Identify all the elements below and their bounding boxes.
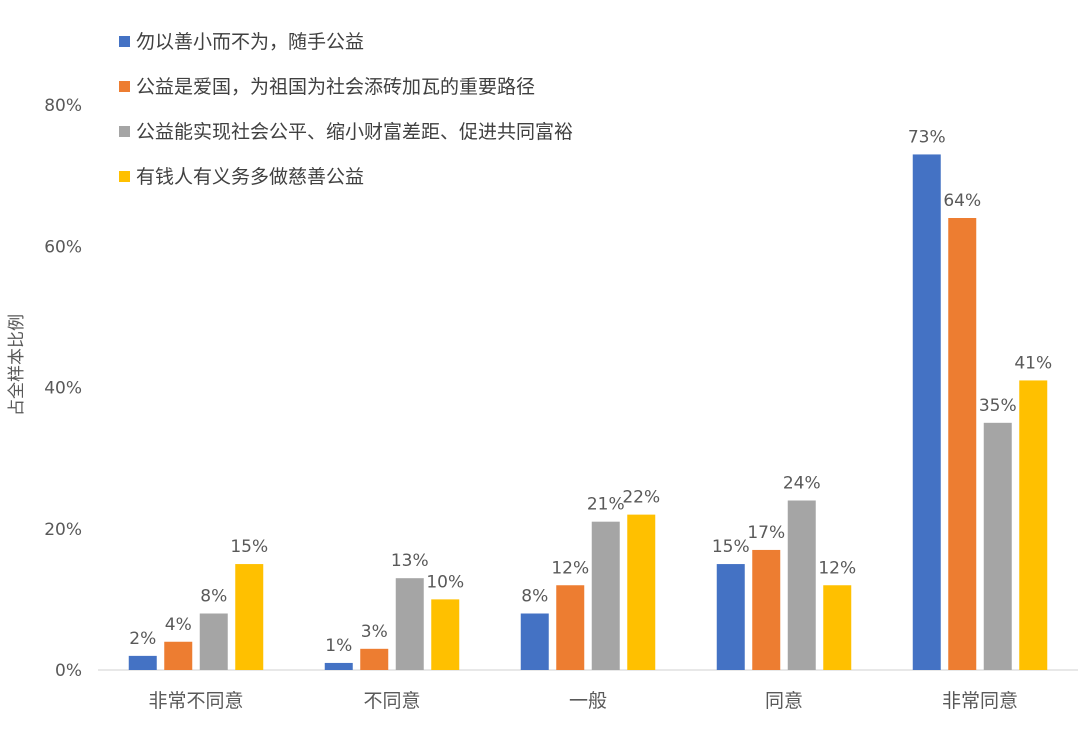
bar [591, 521, 620, 670]
y-tick-label: 20% [44, 520, 82, 540]
legend: 勿以善小而不为，随手公益公益是爱国，为祖国为社会添砖加瓦的重要路径公益能实现社会… [119, 31, 573, 188]
data-label: 22% [622, 488, 660, 508]
data-label: 2% [129, 629, 156, 649]
y-tick-label: 60% [44, 237, 82, 257]
legend-swatch [119, 126, 130, 137]
bar [431, 599, 460, 670]
category-label: 非常同意 [942, 690, 1018, 712]
y-axis-label: 占全样本比例 [7, 314, 27, 416]
legend-swatch [119, 171, 130, 182]
category-label: 非常不同意 [148, 690, 243, 712]
data-label: 12% [818, 558, 856, 578]
legend-label: 公益是爱国，为祖国为社会添砖加瓦的重要路径 [136, 76, 535, 98]
bar [360, 648, 389, 670]
bar [556, 585, 585, 670]
data-label: 8% [200, 587, 227, 607]
data-label: 4% [165, 615, 192, 635]
data-label: 35% [979, 396, 1017, 416]
data-label: 73% [908, 127, 946, 147]
data-label: 17% [747, 523, 785, 543]
y-axis-ticks: 0% 20% 40% 60% 80% [44, 96, 82, 681]
y-tick-label: 40% [44, 379, 82, 399]
data-label: 3% [361, 622, 388, 642]
bar [520, 613, 549, 670]
bar [912, 154, 941, 670]
bar [787, 500, 816, 670]
legend-label: 公益能实现社会公平、缩小财富差距、促进共同富裕 [136, 121, 573, 143]
y-tick-label: 0% [55, 661, 82, 681]
category-label: 不同意 [363, 690, 420, 712]
data-label: 13% [391, 551, 429, 571]
legend-label: 有钱人有义务多做慈善公益 [136, 166, 364, 188]
bar [627, 514, 656, 670]
legend-label: 勿以善小而不为，随手公益 [136, 31, 364, 53]
data-label: 24% [783, 474, 821, 494]
category-label: 一般 [569, 690, 607, 712]
data-label: 21% [587, 495, 625, 515]
bar-series: 2% 1% 8% 15% 73% 4% 3% 12% 17% 64% 8% 13% 21% 24% 35% 1… [128, 127, 1052, 670]
data-label: 64% [943, 191, 981, 211]
bar [199, 613, 228, 670]
bar [752, 549, 781, 670]
data-label: 10% [426, 572, 464, 592]
y-tick-label: 80% [44, 96, 82, 116]
category-label: 同意 [765, 690, 803, 712]
bar [324, 662, 353, 670]
data-label: 1% [325, 636, 352, 656]
legend-swatch [119, 81, 130, 92]
bar [235, 564, 264, 670]
data-label: 41% [1014, 353, 1052, 373]
data-label: 8% [521, 587, 548, 607]
bar [1019, 380, 1048, 670]
legend-swatch [119, 36, 130, 47]
bar [823, 585, 852, 670]
data-label: 12% [551, 558, 589, 578]
x-axis-categories: 非常不同意 不同意 一般 同意 非常同意 [148, 690, 1018, 712]
bar [164, 641, 193, 670]
bar [395, 578, 424, 670]
bar [716, 564, 745, 670]
data-label: 15% [230, 537, 268, 557]
bar [948, 218, 977, 670]
bar [128, 655, 157, 670]
data-label: 15% [712, 537, 750, 557]
bar [983, 422, 1012, 670]
